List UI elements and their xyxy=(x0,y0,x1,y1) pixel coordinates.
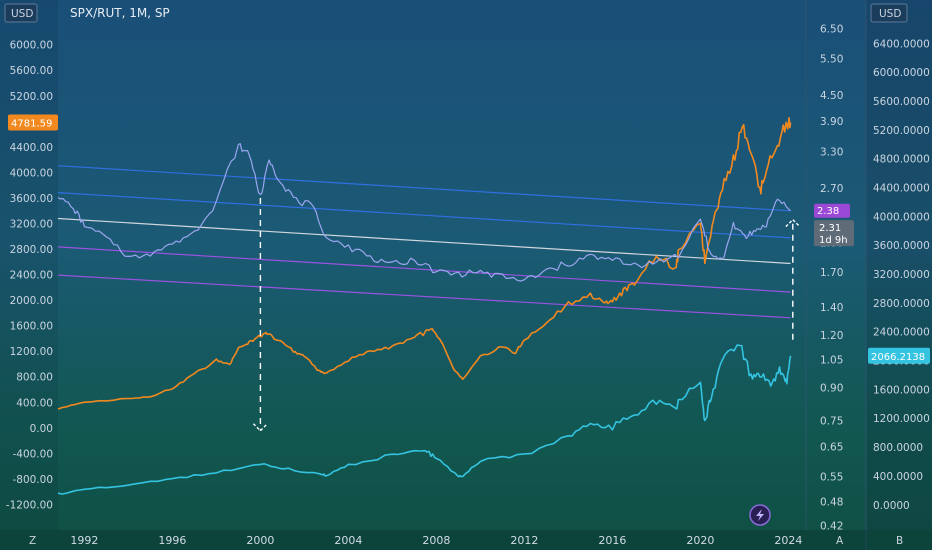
channel-line xyxy=(57,246,791,293)
left-currency-label: USD xyxy=(11,8,33,20)
ratio-tick-label: 0.42 xyxy=(820,521,843,533)
ratio-tick-label: 1.40 xyxy=(820,302,843,314)
left-tick-label: -1200.00 xyxy=(6,500,53,512)
right-tick-label: 2800.0000 xyxy=(873,298,930,310)
right-tick-label: 2400.0000 xyxy=(873,327,930,339)
series-line xyxy=(57,117,792,410)
right-tick-label: 5200.0000 xyxy=(873,125,930,137)
ratio-tick-label: 2.70 xyxy=(820,183,843,195)
ratio-tick-label: 3.30 xyxy=(820,146,843,158)
left-tick-label: 1600.00 xyxy=(10,321,53,333)
ratio-tick-label: 0.48 xyxy=(820,496,843,508)
axis-label-a[interactable]: A xyxy=(836,535,844,547)
left-axis-panel[interactable] xyxy=(0,0,58,530)
left-currency-badge[interactable] xyxy=(4,3,38,23)
ratio-current-badge-label: 2.38 xyxy=(817,206,839,217)
right-tick-label: 3200.0000 xyxy=(873,269,930,281)
x-tick-label: 2020 xyxy=(686,534,714,547)
left-tick-label: 4000.00 xyxy=(10,167,53,179)
left-tick-label: 5600.00 xyxy=(10,65,53,77)
x-tick-label: 2004 xyxy=(334,534,362,547)
left-tick-label: 800.00 xyxy=(16,372,53,384)
right-tick-label: 1200.0000 xyxy=(873,413,930,425)
ratio-tick-label: 0.65 xyxy=(820,441,843,453)
right-tick-label: 400.0000 xyxy=(873,471,923,483)
x-tick-label: 2024 xyxy=(774,534,802,547)
channel-line xyxy=(57,217,791,265)
ratio-tick-label: 3.90 xyxy=(820,116,843,128)
ratio-tick-label: 5.50 xyxy=(820,54,843,66)
right-last-value-badge-bg xyxy=(868,347,930,364)
left-tick-label: 4400.00 xyxy=(10,142,53,154)
ratio-tick-label: 0.90 xyxy=(820,382,843,394)
right-axis-panel[interactable] xyxy=(866,0,932,530)
right-tick-label: 5600.0000 xyxy=(873,96,930,108)
channel-line xyxy=(57,165,791,212)
right-currency-label: USD xyxy=(879,8,901,20)
corner-label-z[interactable]: Z xyxy=(29,535,36,547)
left-axis-ticks: -1200.00 -800.00 -400.00 0.00 400.00 800.00 12… xyxy=(6,40,53,512)
right-currency-badge[interactable] xyxy=(870,3,908,23)
ratio-axis-ticks: 0.42 0.48 0.55 0.65 0.75 0.90 1.05 1.20 1.40 1.70… xyxy=(820,23,843,532)
lightning-icon[interactable] xyxy=(749,504,771,526)
series-line xyxy=(57,143,792,282)
left-tick-label: 1200.00 xyxy=(10,346,53,358)
dashed-arrow-head xyxy=(252,423,268,432)
x-tick-label: 1996 xyxy=(158,534,186,547)
series-line xyxy=(57,344,792,495)
ratio-close-badge-bg xyxy=(814,220,854,247)
x-tick-label: 2008 xyxy=(422,534,450,547)
channel-line xyxy=(57,274,791,319)
left-tick-label: 400.00 xyxy=(16,397,53,409)
series-lines xyxy=(57,117,792,495)
right-last-value-badge-label: 2066.2138 xyxy=(871,352,925,363)
x-axis-panel[interactable] xyxy=(0,530,932,550)
ratio-tick-label: 6.50 xyxy=(820,23,843,35)
left-tick-label: 5200.00 xyxy=(10,91,53,103)
x-tick-label: 2016 xyxy=(598,534,626,547)
ratio-current-badge-bg xyxy=(814,203,850,218)
right-tick-label: 4800.0000 xyxy=(873,154,930,166)
left-tick-label: -800.00 xyxy=(12,474,53,486)
ratio-tick-label: 4.50 xyxy=(820,90,843,102)
right-tick-label: 6400.0000 xyxy=(873,38,930,50)
left-tick-label: 2400.00 xyxy=(10,270,53,282)
left-tick-label: 2800.00 xyxy=(10,244,53,256)
left-tick-label: 3600.00 xyxy=(10,193,53,205)
ratio-tick-label: 0.55 xyxy=(820,472,843,484)
left-tick-label: 0.00 xyxy=(30,423,53,435)
right-tick-label: 6000.0000 xyxy=(873,67,930,79)
right-tick-label: 3600.0000 xyxy=(873,240,930,252)
right-tick-label: 4000.0000 xyxy=(873,211,930,223)
right-tick-label: 4400.0000 xyxy=(873,183,930,195)
left-last-value-badge-bg xyxy=(8,114,58,131)
x-axis-ticks: 1992 1996 2000 2004 2008 2012 2016 2020 2024 xyxy=(70,534,802,547)
ratio-tick-label: 1.20 xyxy=(820,330,843,342)
axis-label-b[interactable]: B xyxy=(896,535,903,547)
ratio-close-badge-label: 2.31 xyxy=(819,223,841,234)
ratio-tick-label: 1.70 xyxy=(820,267,843,279)
chart-title: SPX/RUT, 1M, SP xyxy=(70,6,170,20)
left-tick-label: -400.00 xyxy=(12,448,53,460)
left-tick-label: 2000.00 xyxy=(10,295,53,307)
annotations xyxy=(252,197,801,432)
left-last-value-badge-label: 4781.59 xyxy=(11,119,52,130)
left-tick-label: 6000.00 xyxy=(10,40,53,52)
ratio-tick-label: 1.05 xyxy=(820,354,843,366)
dashed-arrow-head xyxy=(785,218,801,228)
x-tick-label: 1992 xyxy=(70,534,98,547)
right-tick-label: 800.0000 xyxy=(873,442,923,454)
channel-line xyxy=(57,192,791,239)
ratio-tick-label: 0.75 xyxy=(820,415,843,427)
right-axis-ticks: 0.0000 400.0000 800.0000 1200.0000 1600.0000… xyxy=(873,38,930,512)
x-tick-label: 2000 xyxy=(246,534,274,547)
right-tick-label: 0.0000 xyxy=(873,500,910,512)
right-tick-label: 1600.0000 xyxy=(873,384,930,396)
x-tick-label: 2012 xyxy=(510,534,538,547)
ratio-countdown-label: 1d 9h xyxy=(819,235,848,246)
left-tick-label: 3200.00 xyxy=(10,219,53,231)
channel-lines xyxy=(57,165,791,319)
